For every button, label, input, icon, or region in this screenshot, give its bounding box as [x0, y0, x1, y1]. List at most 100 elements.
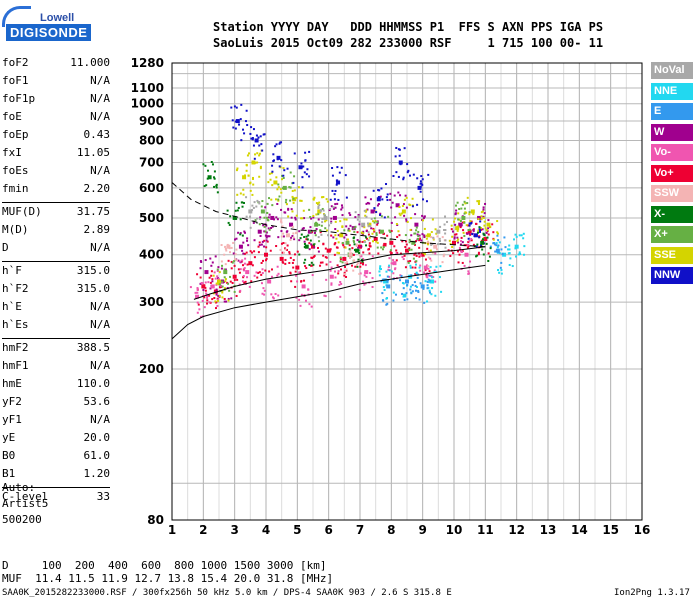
echo-point [212, 274, 215, 277]
param-row: fxI 11.05 [2, 146, 110, 164]
echo-point [264, 206, 267, 209]
echo-point [312, 214, 315, 217]
echo-point [233, 290, 236, 293]
echo-point [496, 232, 499, 235]
echo-point [444, 229, 447, 232]
echo-point [228, 223, 231, 226]
echo-point [212, 292, 215, 295]
echo-point [405, 292, 408, 295]
echo-point [318, 223, 321, 226]
echo-point [336, 202, 339, 205]
echo-point [362, 232, 365, 235]
echo-point [238, 283, 241, 286]
echo-point [426, 273, 429, 276]
echo-point [339, 268, 342, 271]
echo-point [404, 194, 407, 197]
echo-point [411, 284, 414, 287]
echo-point [371, 220, 374, 223]
echo-point [256, 161, 259, 164]
echo-point [217, 266, 220, 269]
echo-point [426, 284, 429, 287]
echo-point [436, 235, 439, 238]
echo-point [265, 257, 268, 260]
echo-point [433, 271, 436, 274]
echo-point [270, 293, 273, 296]
echo-point [301, 227, 304, 230]
echo-point [234, 127, 237, 130]
echo-point [369, 198, 372, 201]
echo-point [266, 202, 269, 205]
echo-point [428, 270, 431, 273]
echo-point [321, 221, 324, 224]
echo-point [376, 246, 379, 249]
echo-point [466, 202, 469, 205]
echo-point [230, 246, 233, 249]
echo-point [239, 232, 242, 235]
echo-point [298, 165, 303, 170]
echo-point [288, 251, 291, 254]
echo-point [477, 218, 480, 221]
echo-point [337, 272, 340, 275]
echo-point [334, 228, 337, 231]
echo-point [395, 171, 398, 174]
echo-point [388, 264, 391, 267]
echo-point [486, 222, 491, 227]
echo-point [389, 231, 392, 234]
param-label: foEs [2, 164, 29, 177]
auto-scaling-info: Auto: Artist5 500200 [2, 480, 48, 528]
echo-point [348, 252, 353, 257]
echo-point [376, 204, 379, 207]
echo-point [480, 211, 483, 214]
echo-point [211, 278, 214, 281]
param-label: foF1p [2, 92, 36, 105]
echo-point [402, 258, 405, 261]
echo-point [508, 263, 511, 266]
echo-point [223, 268, 226, 271]
echo-point [294, 232, 297, 235]
echo-point [454, 233, 457, 236]
echo-point [235, 201, 238, 204]
echo-point [400, 274, 403, 277]
echo-point [279, 256, 284, 261]
echo-point [273, 218, 276, 221]
echo-point [248, 209, 253, 214]
echo-point [418, 298, 421, 301]
echo-point [268, 172, 271, 175]
echo-point [486, 230, 489, 233]
echo-point [284, 248, 287, 251]
echo-point [265, 236, 268, 239]
echo-point [298, 253, 301, 256]
echo-point [427, 265, 430, 268]
echo-point [250, 280, 253, 283]
echo-point [311, 257, 314, 260]
echo-point [371, 240, 374, 243]
echo-point [270, 215, 275, 220]
echo-point [210, 274, 213, 277]
echo-point [221, 291, 224, 294]
echo-point [233, 105, 236, 108]
echo-point [415, 263, 418, 266]
echo-point [403, 254, 406, 257]
echo-point [370, 227, 373, 230]
echo-point [223, 270, 228, 275]
echo-point [281, 251, 284, 254]
echo-point [389, 192, 392, 195]
echo-point [358, 288, 361, 291]
echo-point [481, 238, 484, 241]
echo-point [216, 298, 219, 301]
echo-point [389, 238, 392, 241]
echo-point [417, 291, 420, 294]
echo-point [206, 302, 209, 305]
echo-point [355, 244, 358, 247]
echo-point [340, 208, 343, 211]
echo-point [356, 262, 359, 265]
echo-point [240, 260, 243, 263]
echo-point [236, 209, 239, 212]
echo-point [310, 256, 313, 259]
echo-point [276, 155, 281, 160]
param-row: hmF1 N/A [2, 359, 110, 377]
echo-point [264, 259, 267, 262]
echo-point [226, 287, 229, 290]
echo-point [492, 231, 495, 234]
echo-point [390, 241, 393, 244]
